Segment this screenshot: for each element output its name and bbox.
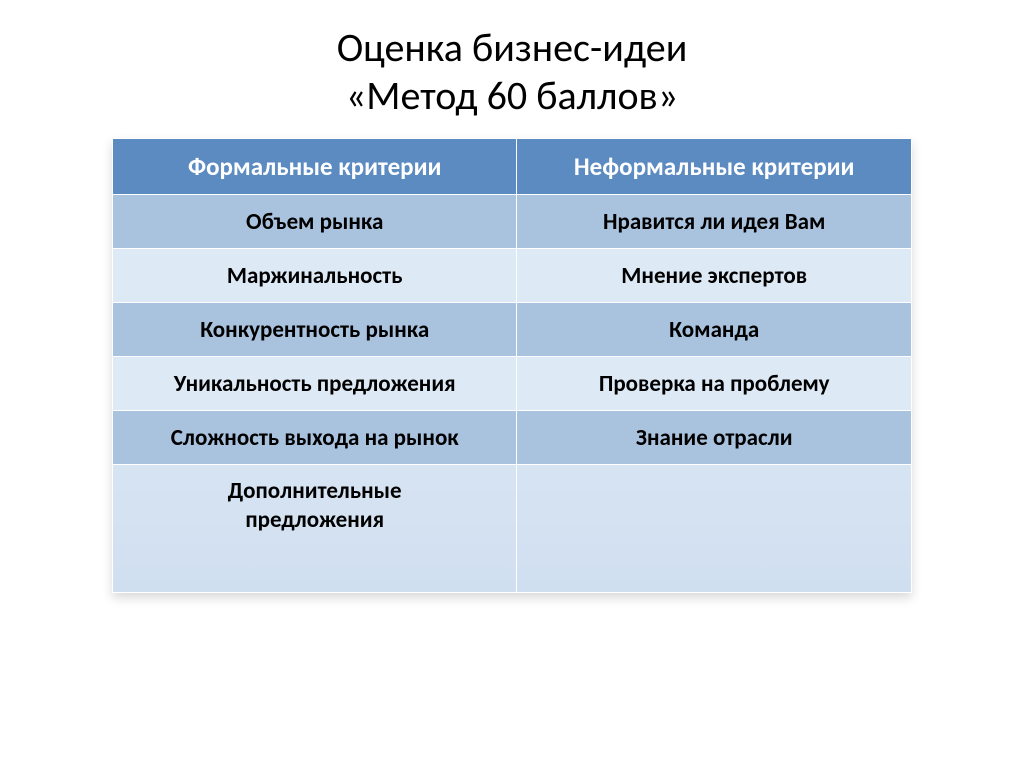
cell-formal: Маржинальность — [113, 249, 517, 303]
cell-informal: Проверка на проблему — [517, 357, 912, 411]
criteria-table-container: Формальные критерии Неформальные критери… — [112, 138, 912, 593]
table-row: Маржинальность Мнение экспертов — [113, 249, 912, 303]
cell-informal — [517, 465, 912, 593]
header-formal: Формальные критерии — [113, 139, 517, 195]
cell-formal: Объем рынка — [113, 195, 517, 249]
table-row: Объем рынка Нравится ли идея Вам — [113, 195, 912, 249]
cell-informal: Нравится ли идея Вам — [517, 195, 912, 249]
cell-formal: Уникальность предложения — [113, 357, 517, 411]
cell-formal: Дополнительныепредложения — [113, 465, 517, 593]
cell-informal: Мнение экспертов — [517, 249, 912, 303]
table-row: Сложность выхода на рынок Знание отрасли — [113, 411, 912, 465]
table-row: Дополнительныепредложения — [113, 465, 912, 593]
header-informal: Неформальные критерии — [517, 139, 912, 195]
cell-informal: Команда — [517, 303, 912, 357]
cell-formal: Сложность выхода на рынок — [113, 411, 517, 465]
criteria-table: Формальные критерии Неформальные критери… — [112, 138, 912, 593]
title-line-1: Оценка бизнес-идеи — [337, 23, 688, 72]
cell-formal: Конкурентность рынка — [113, 303, 517, 357]
table-row: Конкурентность рынка Команда — [113, 303, 912, 357]
slide-title: Оценка бизнес-идеи «Метод 60 баллов» — [337, 24, 688, 120]
cell-informal: Знание отрасли — [517, 411, 912, 465]
table-header-row: Формальные критерии Неформальные критери… — [113, 139, 912, 195]
title-line-2: «Метод 60 баллов» — [346, 71, 678, 120]
table-row: Уникальность предложения Проверка на про… — [113, 357, 912, 411]
